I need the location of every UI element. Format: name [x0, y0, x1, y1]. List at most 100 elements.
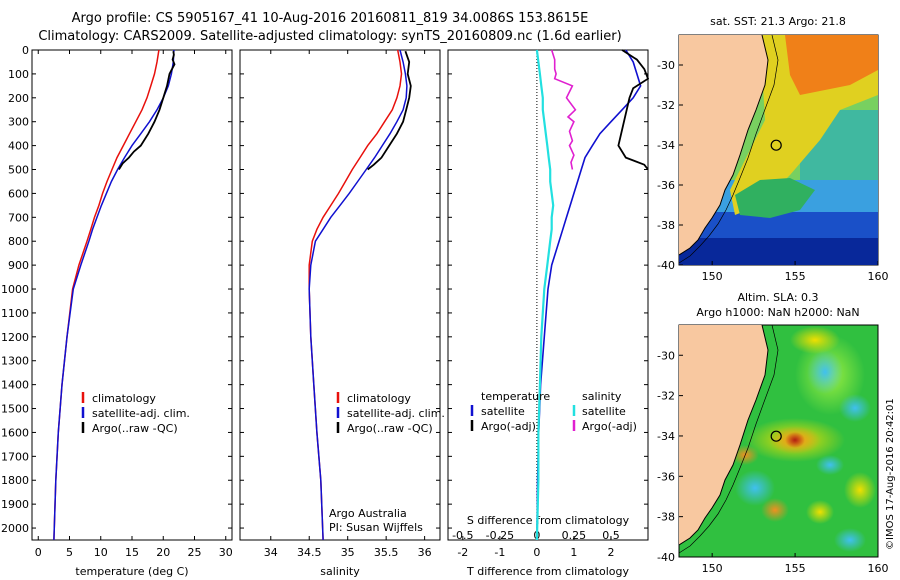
map-y-tick-label: -36	[657, 470, 675, 483]
legend-title-temperature: temperature	[481, 390, 550, 403]
legend-label: satellite-adj. clim.	[347, 407, 445, 420]
map-x-tick-label: 155	[785, 270, 806, 283]
series-line-climatology	[53, 49, 160, 541]
series-line-satellite-adj-clim-	[308, 49, 408, 541]
temperature-panel-frame	[31, 49, 233, 541]
sst-map-title: sat. SST: 21.3 Argo: 21.8	[710, 15, 846, 28]
y-tick-label: 1000	[1, 283, 29, 296]
sla-map: Altim. SLA: 0.3 Argo h1000: NaN h2000: N…	[678, 291, 879, 558]
x-axis-label: salinity	[320, 565, 360, 578]
y-tick-label: 0	[22, 44, 29, 57]
legend-label: Argo(..raw -QC)	[347, 422, 433, 435]
sla-blob	[816, 455, 844, 475]
x-tick-label: 15	[125, 546, 139, 559]
series-line-satellite-adj-clim-	[53, 49, 175, 541]
sla-shelf-contour	[679, 325, 779, 554]
map-x-tick-label: 160	[868, 562, 889, 575]
y-tick-label: 1100	[1, 307, 29, 320]
map-y-tick-label: -34	[657, 139, 675, 152]
x-tick-label: 36	[418, 546, 432, 559]
x-tick-label: 25	[188, 546, 202, 559]
x-tick-label: -1	[494, 546, 505, 559]
x-tick-label: 20	[156, 546, 170, 559]
x-tick-label: 35	[341, 546, 355, 559]
sst-coastline	[679, 35, 769, 256]
sla-coastline	[679, 325, 769, 546]
x-tick-label: 0	[533, 546, 540, 559]
y-tick-label: 1900	[1, 498, 29, 511]
y-tick-label: 1200	[1, 331, 29, 344]
map-y-tick-label: -36	[657, 179, 675, 192]
sst-land	[679, 35, 768, 255]
difference-top-axis-label: S difference from climatology	[467, 514, 630, 527]
map-x-tick-label: 150	[702, 562, 723, 575]
series-line-temperature-argo-adj-	[617, 49, 650, 171]
difference-panel-frame	[447, 49, 649, 541]
map-y-tick-label: -38	[657, 511, 675, 524]
series-line-temperature-satellite	[536, 49, 642, 541]
legend-label: satellite	[582, 405, 626, 418]
series-line-salinity-satellite	[535, 49, 555, 541]
map-y-tick-label: -38	[657, 219, 675, 232]
legend-title-salinity: salinity	[582, 390, 622, 403]
top-tick-label: -0.25	[486, 529, 514, 542]
title-line-2: Climatology: CARS2009. Satellite-adjuste…	[38, 29, 622, 44]
sla-blob	[807, 350, 843, 394]
legend-label: satellite	[481, 405, 525, 418]
x-tick-label: 5	[66, 546, 73, 559]
sla-blob	[844, 472, 876, 508]
y-tick-label: 500	[8, 164, 29, 177]
map-x-tick-label: 155	[785, 562, 806, 575]
x-tick-label: 10	[94, 546, 108, 559]
x-axis-label: T difference from climatology	[466, 565, 629, 578]
legend-label: Argo(-adj)	[582, 420, 637, 433]
series-line-argo-raw-qc-	[118, 51, 176, 170]
sla-blob	[790, 326, 840, 354]
title-line-1: Argo profile: CS 5905167_41 10-Aug-2016 …	[71, 11, 589, 26]
y-tick-label: 700	[8, 211, 29, 224]
sla-blob	[735, 470, 775, 506]
y-tick-label: 200	[8, 92, 29, 105]
y-tick-label: 1800	[1, 474, 29, 487]
salinity-annotation-line-1: Argo Australia	[329, 507, 407, 520]
y-tick-label: 1700	[1, 450, 29, 463]
legend-label: satellite-adj. clim.	[92, 407, 190, 420]
y-tick-label: 800	[8, 235, 29, 248]
x-tick-label: 34.5	[297, 546, 322, 559]
legend-label: Argo(-adj)	[481, 420, 536, 433]
y-tick-label: 1500	[1, 403, 29, 416]
x-tick-label: 30	[219, 546, 233, 559]
map-y-tick-label: -32	[657, 390, 675, 403]
sla-blob	[761, 498, 789, 522]
map-y-tick-label: -30	[657, 349, 675, 362]
y-tick-label: 1600	[1, 426, 29, 439]
salinity-panel-frame	[239, 49, 441, 541]
top-tick-label: 0.5	[602, 529, 620, 542]
y-tick-label: 400	[8, 140, 29, 153]
map-y-tick-label: -34	[657, 430, 675, 443]
map-y-tick-label: -40	[657, 551, 675, 564]
sst-float-marker	[770, 139, 782, 151]
map-x-tick-label: 160	[868, 270, 889, 283]
y-tick-label: 300	[8, 116, 29, 129]
y-tick-label: 2000	[1, 522, 29, 535]
x-tick-label: 1	[570, 546, 577, 559]
sla-blob	[785, 432, 805, 448]
x-tick-label: -2	[457, 546, 468, 559]
y-tick-label: 600	[8, 187, 29, 200]
sla-blob	[834, 528, 866, 552]
legend-label: Argo(..raw -QC)	[92, 422, 178, 435]
sst-map: sat. SST: 21.3 Argo: 21.8	[678, 15, 879, 266]
sla-blob	[839, 394, 871, 422]
x-axis-label: temperature (deg C)	[75, 565, 188, 578]
x-tick-label: 2	[607, 546, 614, 559]
y-tick-label: 900	[8, 259, 29, 272]
x-tick-label: 0	[35, 546, 42, 559]
sst-band-darkblue	[679, 238, 878, 265]
sst-shelf-contour	[679, 35, 779, 264]
sla-float-marker	[770, 430, 782, 442]
legend-label: climatology	[347, 392, 411, 405]
x-tick-label: 34	[264, 546, 278, 559]
y-tick-label: 1300	[1, 355, 29, 368]
